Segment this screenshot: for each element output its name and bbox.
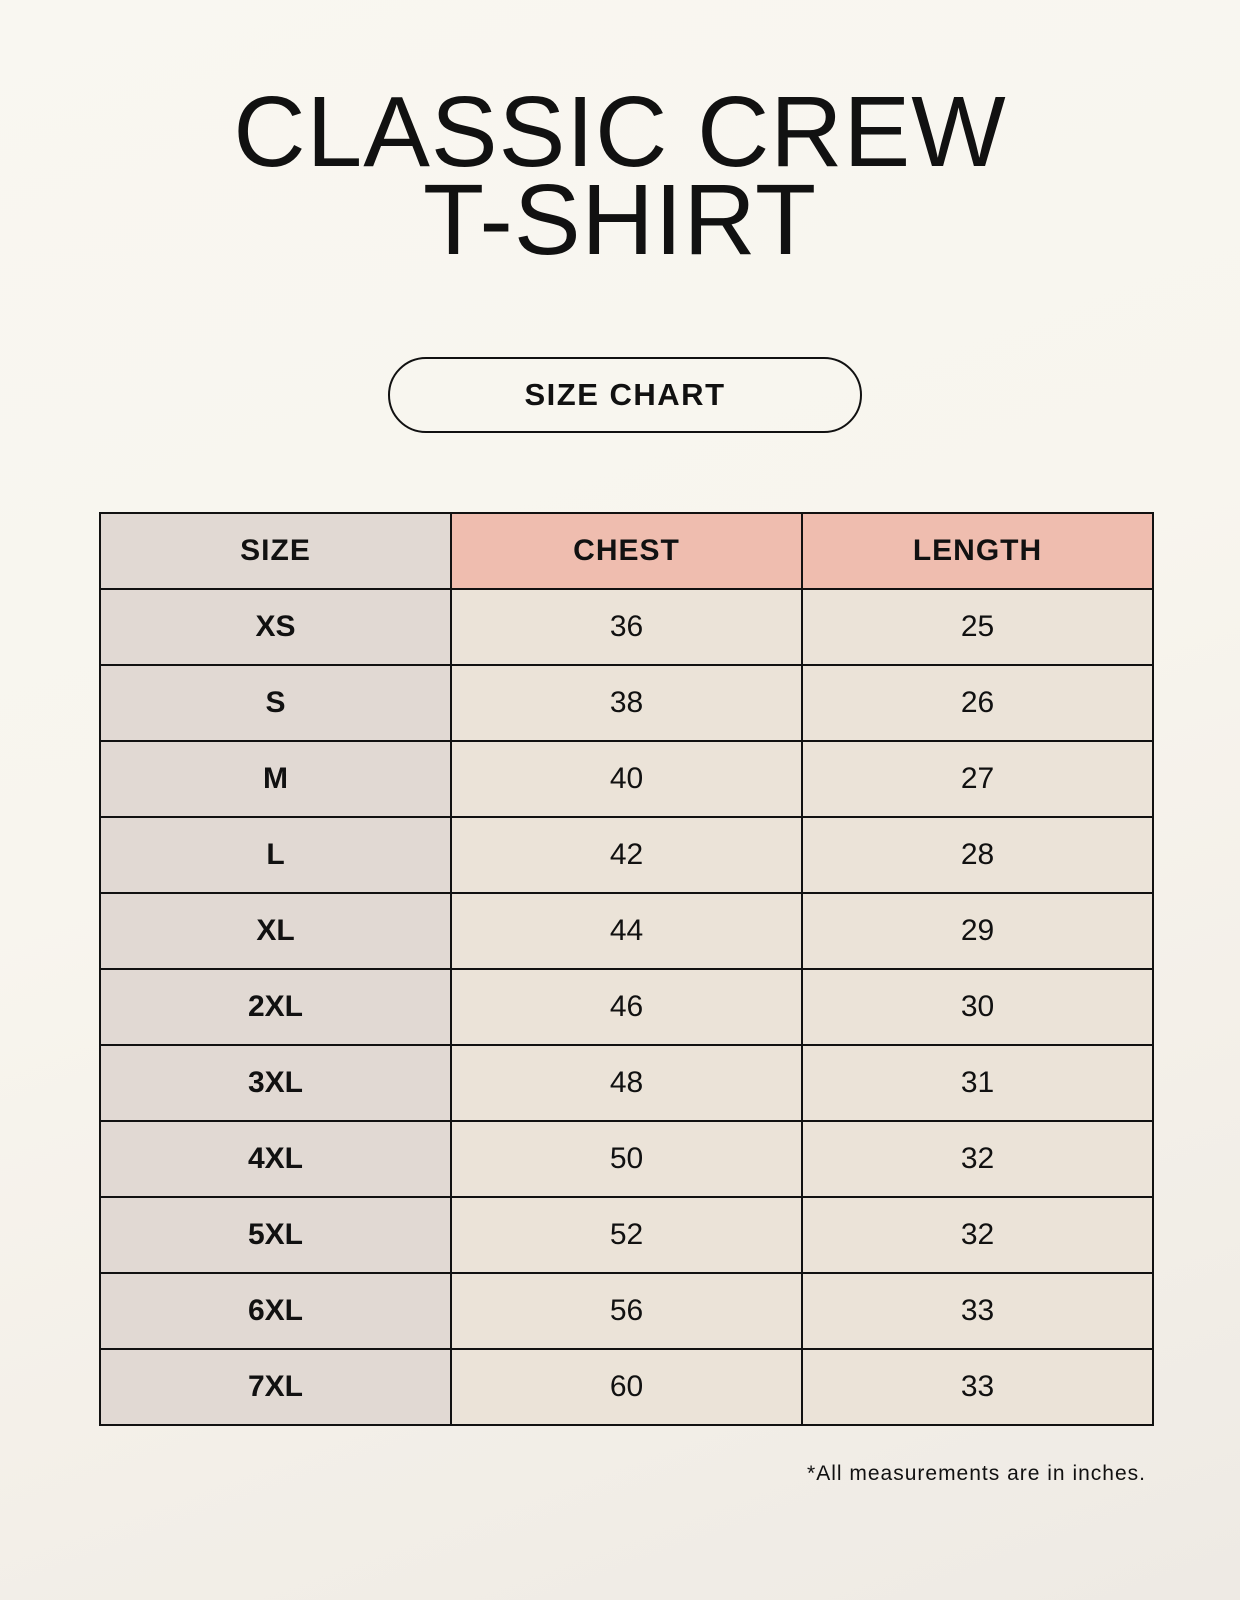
size-chart-badge: SIZE CHART (388, 357, 862, 433)
length-cell: 28 (801, 816, 1154, 894)
size-cell: 3XL (99, 1044, 452, 1122)
size-cell: M (99, 740, 452, 818)
chest-cell: 52 (450, 1196, 803, 1274)
chest-cell: 40 (450, 740, 803, 818)
chest-cell: 38 (450, 664, 803, 742)
table-row: 4XL 50 32 (99, 1120, 1154, 1198)
table-row: M 40 27 (99, 740, 1154, 818)
table-row: 5XL 52 32 (99, 1196, 1154, 1274)
header-size: SIZE (99, 512, 452, 590)
size-cell: 5XL (99, 1196, 452, 1274)
length-cell: 32 (801, 1120, 1154, 1198)
length-cell: 26 (801, 664, 1154, 742)
size-cell: XS (99, 588, 452, 666)
table-row: 2XL 46 30 (99, 968, 1154, 1046)
length-cell: 32 (801, 1196, 1154, 1274)
chest-cell: 44 (450, 892, 803, 970)
header-chest: CHEST (450, 512, 803, 590)
length-cell: 29 (801, 892, 1154, 970)
length-cell: 27 (801, 740, 1154, 818)
table-row: 6XL 56 33 (99, 1272, 1154, 1350)
page-title: CLASSIC CREW T-SHIRT (0, 76, 1240, 276)
title-line-1: CLASSIC CREW (233, 76, 1007, 188)
size-table: SIZE CHEST LENGTH XS 36 25 S 38 26 M 40 27 L 42 28 X… (99, 512, 1154, 1426)
chest-cell: 56 (450, 1272, 803, 1350)
header-length: LENGTH (801, 512, 1154, 590)
title-line-2: T-SHIRT (422, 164, 818, 276)
size-cell: 7XL (99, 1348, 452, 1426)
size-cell: 4XL (99, 1120, 452, 1198)
length-cell: 33 (801, 1272, 1154, 1350)
table-row: XL 44 29 (99, 892, 1154, 970)
chest-cell: 36 (450, 588, 803, 666)
size-cell: 6XL (99, 1272, 452, 1350)
table-row: L 42 28 (99, 816, 1154, 894)
table-header-row: SIZE CHEST LENGTH (99, 512, 1154, 590)
size-cell: L (99, 816, 452, 894)
table-row: S 38 26 (99, 664, 1154, 742)
size-cell: S (99, 664, 452, 742)
chest-cell: 46 (450, 968, 803, 1046)
chest-cell: 42 (450, 816, 803, 894)
measurement-note: *All measurements are in inches. (807, 1462, 1146, 1485)
length-cell: 33 (801, 1348, 1154, 1426)
size-cell: XL (99, 892, 452, 970)
table-row: 3XL 48 31 (99, 1044, 1154, 1122)
table-row: 7XL 60 33 (99, 1348, 1154, 1426)
chest-cell: 50 (450, 1120, 803, 1198)
chest-cell: 60 (450, 1348, 803, 1426)
table-row: XS 36 25 (99, 588, 1154, 666)
length-cell: 30 (801, 968, 1154, 1046)
size-cell: 2XL (99, 968, 452, 1046)
chest-cell: 48 (450, 1044, 803, 1122)
length-cell: 31 (801, 1044, 1154, 1122)
length-cell: 25 (801, 588, 1154, 666)
